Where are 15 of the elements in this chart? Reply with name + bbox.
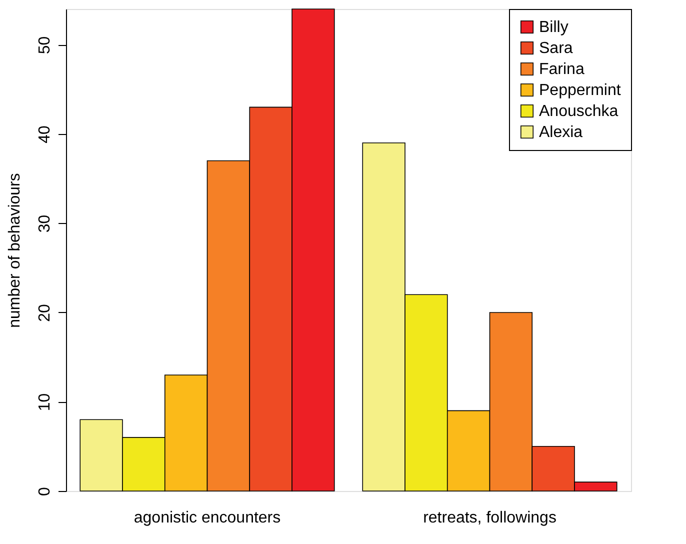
x-tick-label: agonistic encounters <box>134 510 281 526</box>
y-tick-label: 30 <box>36 214 54 233</box>
y-tick-label: 10 <box>36 393 54 412</box>
legend-label: Billy <box>539 19 568 36</box>
legend-label: Sara <box>539 40 573 57</box>
y-axis-title: number of behaviours <box>6 173 24 328</box>
x-tick-label: retreats, followings <box>423 510 556 526</box>
y-tick-label: 50 <box>36 36 54 54</box>
legend-label: Anouschka <box>539 103 618 120</box>
y-tick-label: 40 <box>36 125 54 144</box>
legend-label: Alexia <box>539 124 583 141</box>
y-tick-label: 20 <box>36 304 54 322</box>
y-tick-label: 0 <box>36 486 54 496</box>
legend-label: Farina <box>539 61 584 78</box>
legend-label: Peppermint <box>539 82 622 99</box>
